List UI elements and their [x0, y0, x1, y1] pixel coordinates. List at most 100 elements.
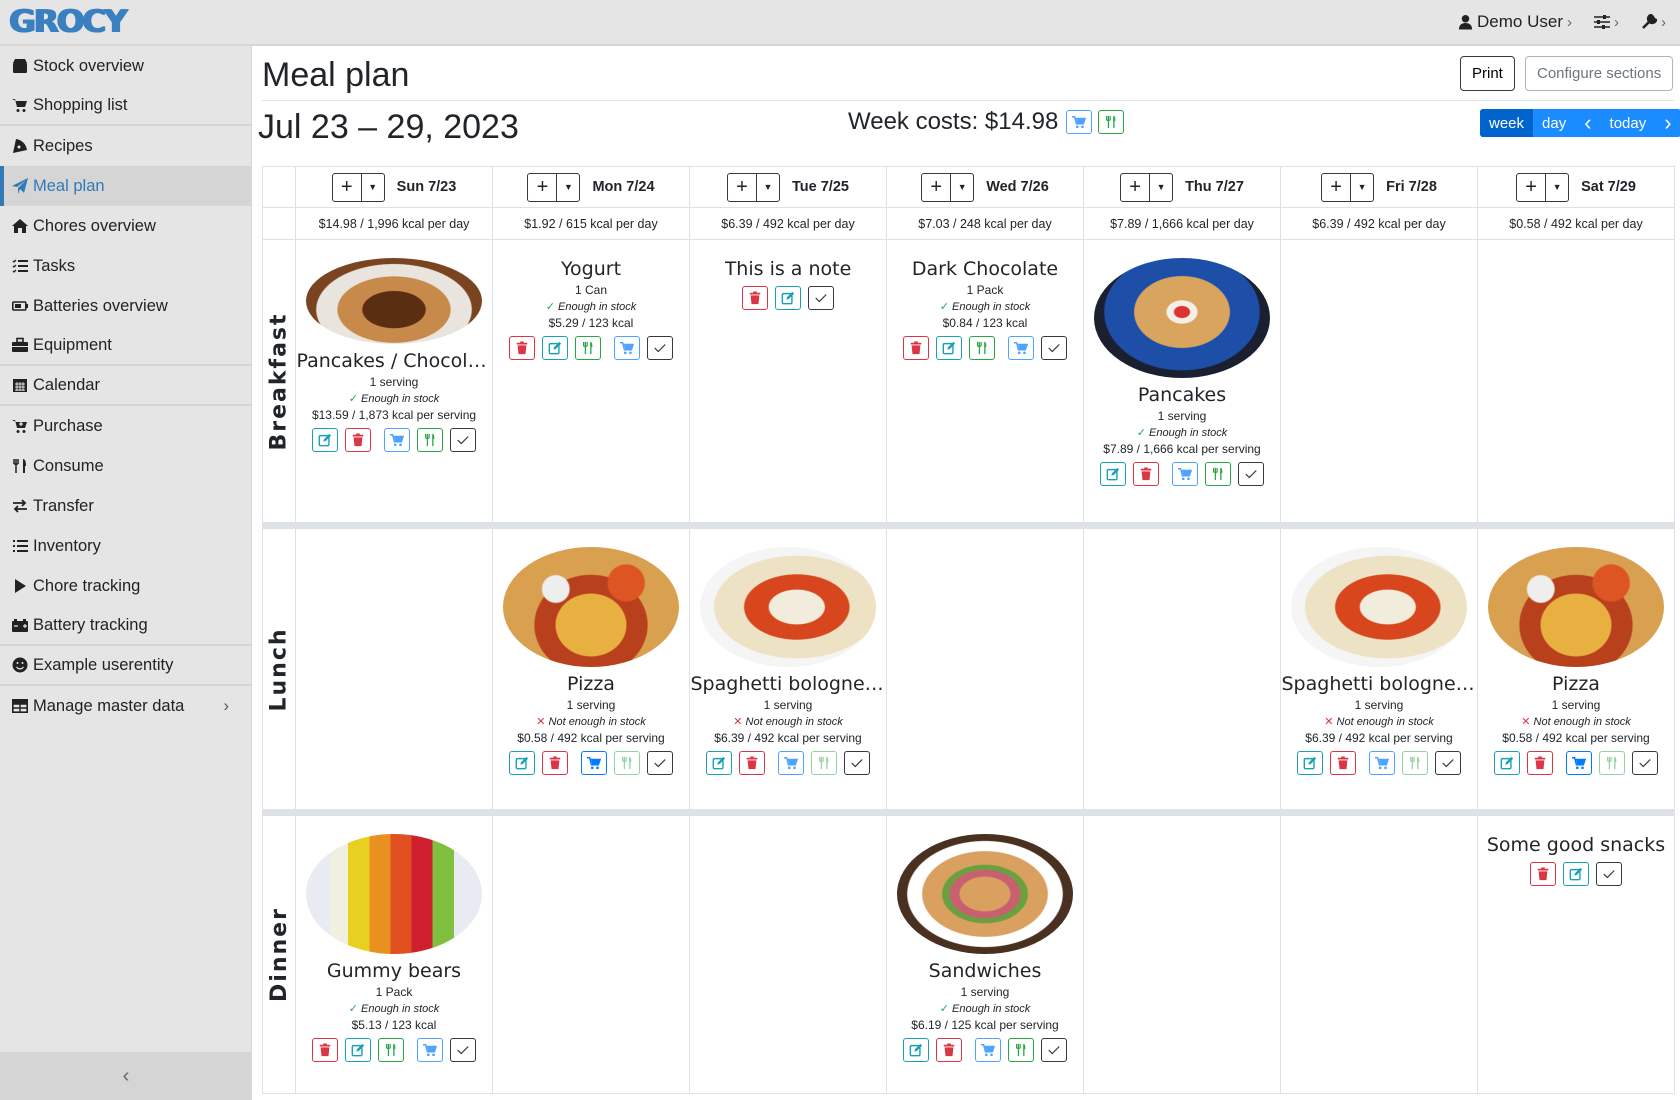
meal-cell[interactable]: Spaghetti bolognese 1 serving ✕ Not enough… [690, 529, 887, 810]
add-meal-dropdown[interactable]: ▼ [763, 182, 773, 192]
done-button[interactable] [1238, 462, 1264, 486]
edit-button[interactable] [936, 336, 962, 360]
meal-cell[interactable] [296, 529, 493, 810]
add-to-shopping-list-button[interactable] [778, 751, 804, 775]
edit-button[interactable] [903, 1038, 929, 1062]
consume-button[interactable] [1008, 1038, 1034, 1062]
edit-button[interactable] [706, 751, 732, 775]
add-to-shopping-list-button[interactable] [384, 428, 410, 452]
entry-title[interactable]: Some good snacks [1486, 834, 1666, 856]
consume-button[interactable] [1599, 751, 1625, 775]
delete-button[interactable] [739, 751, 765, 775]
meal-plan-entry[interactable]: Spaghetti bolognese 1 serving ✕ Not enough… [690, 547, 886, 775]
meal-cell[interactable]: This is a note [690, 240, 887, 523]
sidebar-item-purchase[interactable]: Purchase [0, 406, 251, 446]
delete-button[interactable] [742, 286, 768, 310]
add-meal-button[interactable]: + [528, 173, 558, 201]
meal-plan-entry[interactable]: Dark Chocolate 1 Pack ✓ Enough in stock $0.… [887, 258, 1083, 360]
add-to-shopping-list-button[interactable] [417, 1038, 443, 1062]
meal-cell[interactable]: Sandwiches 1 serving ✓ Enough in stock $6.1… [887, 816, 1084, 1094]
delete-button[interactable] [542, 751, 568, 775]
today-button[interactable]: today [1609, 114, 1647, 132]
sidebar-item-example-userentity[interactable]: Example userentity [0, 646, 251, 686]
add-meal-button[interactable]: + [728, 173, 758, 201]
add-to-shopping-list-button[interactable] [1369, 751, 1395, 775]
done-button[interactable] [1041, 1038, 1067, 1062]
grocy-logo[interactable]: GROCY [9, 4, 128, 40]
week-view-button[interactable]: week [1480, 109, 1534, 137]
add-meal-dropdown[interactable]: ▼ [1357, 182, 1367, 192]
edit-button[interactable] [345, 1038, 371, 1062]
meal-cell[interactable]: Pizza 1 serving ✕ Not enough in stock $0.58… [493, 529, 690, 810]
day-view-button[interactable]: day [1542, 114, 1567, 132]
meal-cell[interactable] [1281, 240, 1478, 523]
next-button[interactable]: › [1664, 110, 1672, 135]
delete-button[interactable] [936, 1038, 962, 1062]
entry-title[interactable]: Gummy bears [326, 960, 462, 982]
sidebar-item-stock-overview[interactable]: Stock overview [0, 46, 251, 86]
add-to-shopping-list-button[interactable] [1172, 462, 1198, 486]
meal-plan-entry[interactable]: Pancakes 1 serving ✓ Enough in stock $7.89 … [1084, 258, 1280, 486]
meal-plan-entry[interactable]: Pancakes / Chocolate... 1 serving ✓ Enough… [296, 258, 492, 452]
add-to-shopping-list-button[interactable] [581, 751, 607, 775]
user-menu[interactable]: Demo User › [1458, 12, 1572, 32]
add-meal-dropdown[interactable]: ▼ [368, 182, 378, 192]
meal-cell[interactable]: Pancakes / Chocolate... 1 serving ✓ Enough… [296, 240, 493, 523]
delete-button[interactable] [1530, 862, 1556, 886]
meal-cell[interactable]: Pizza 1 serving ✕ Not enough in stock $0.58… [1478, 529, 1675, 810]
meal-plan-entry[interactable]: This is a note [690, 258, 886, 310]
meal-cell[interactable]: Spaghetti bolognese 1 serving ✕ Not enough… [1281, 529, 1478, 810]
delete-button[interactable] [1133, 462, 1159, 486]
done-button[interactable] [844, 751, 870, 775]
sidebar-item-manage-master-data[interactable]: Manage master data › [0, 686, 251, 726]
meal-cell[interactable] [1084, 816, 1281, 1094]
consume-button[interactable] [1098, 110, 1125, 134]
delete-button[interactable] [312, 1038, 338, 1062]
meal-cell[interactable]: Yogurt 1 Can ✓ Enough in stock $5.29 / 123 … [493, 240, 690, 523]
add-meal-dropdown[interactable]: ▼ [1552, 182, 1562, 192]
meal-plan-entry[interactable]: Pizza 1 serving ✕ Not enough in stock $0.58… [493, 547, 689, 775]
add-to-shopping-list-button[interactable] [1008, 336, 1034, 360]
print-button[interactable]: Print [1460, 56, 1515, 91]
add-meal-button[interactable]: + [1517, 173, 1547, 201]
sidebar-item-chore-tracking[interactable]: Chore tracking [0, 566, 251, 606]
meal-cell[interactable] [493, 816, 690, 1094]
settings-menu[interactable]: › [1594, 14, 1619, 31]
meal-cell[interactable]: Gummy bears 1 Pack ✓ Enough in stock $5.13 … [296, 816, 493, 1094]
consume-button[interactable] [969, 336, 995, 360]
done-button[interactable] [1596, 862, 1622, 886]
entry-title[interactable]: Pancakes [1137, 384, 1227, 406]
meal-cell[interactable]: Pancakes 1 serving ✓ Enough in stock $7.89 … [1084, 240, 1281, 523]
meal-plan-entry[interactable]: Spaghetti bolognese 1 serving ✕ Not enough… [1281, 547, 1477, 775]
delete-button[interactable] [509, 336, 535, 360]
edit-button[interactable] [509, 751, 535, 775]
meal-cell[interactable]: Dark Chocolate 1 Pack ✓ Enough in stock $0.… [887, 240, 1084, 523]
sidebar-item-calendar[interactable]: Calendar [0, 366, 251, 406]
sidebar-item-meal-plan[interactable]: Meal plan [0, 166, 251, 206]
entry-title[interactable]: Pancakes / Chocolate... [296, 350, 492, 372]
entry-title[interactable]: Spaghetti bolognese [690, 673, 886, 695]
edit-button[interactable] [1297, 751, 1323, 775]
sidebar-item-tasks[interactable]: Tasks [0, 246, 251, 286]
delete-button[interactable] [345, 428, 371, 452]
add-meal-button[interactable]: + [1121, 173, 1151, 201]
meal-cell[interactable] [1478, 240, 1675, 523]
sidebar-item-battery-tracking[interactable]: Battery tracking [0, 606, 251, 646]
entry-title[interactable]: Yogurt [560, 258, 622, 280]
done-button[interactable] [450, 428, 476, 452]
consume-button[interactable] [1402, 751, 1428, 775]
sidebar-item-transfer[interactable]: Transfer [0, 486, 251, 526]
edit-button[interactable] [1494, 751, 1520, 775]
add-meal-button[interactable]: + [1322, 173, 1352, 201]
entry-title[interactable]: Spaghetti bolognese [1281, 673, 1477, 695]
edit-button[interactable] [1100, 462, 1126, 486]
entry-title[interactable]: This is a note [724, 258, 852, 280]
meal-cell[interactable] [690, 816, 887, 1094]
sidebar-item-consume[interactable]: Consume [0, 446, 251, 486]
meal-plan-entry[interactable]: Gummy bears 1 Pack ✓ Enough in stock $5.13 … [296, 834, 492, 1062]
sidebar-item-equipment[interactable]: Equipment [0, 326, 251, 366]
entry-title[interactable]: Sandwiches [928, 960, 1042, 982]
edit-button[interactable] [312, 428, 338, 452]
delete-button[interactable] [1527, 751, 1553, 775]
add-to-shopping-list-button[interactable] [975, 1038, 1001, 1062]
